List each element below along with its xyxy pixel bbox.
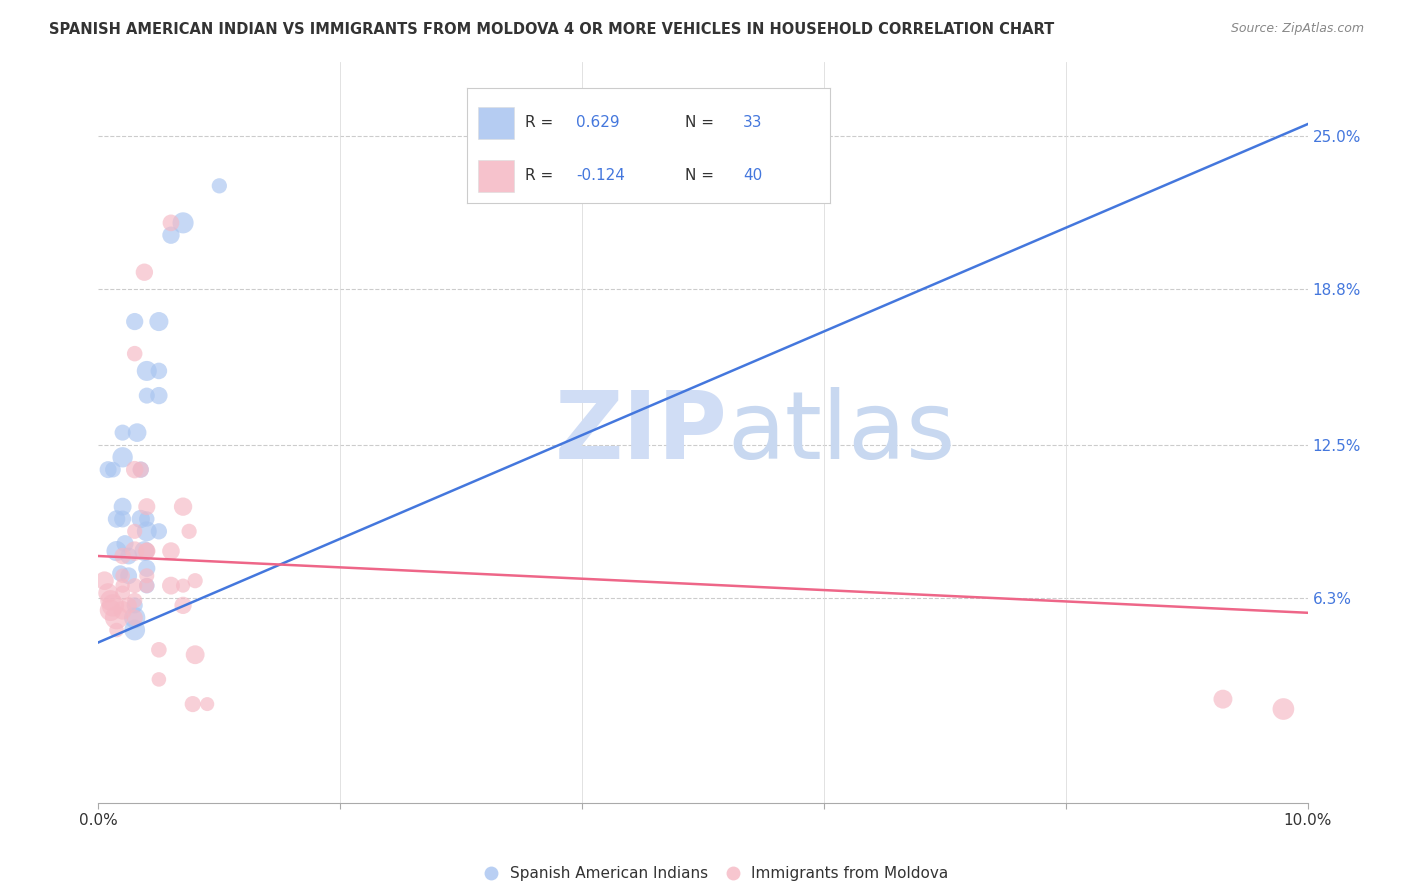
Point xyxy=(101,462,124,476)
Point xyxy=(135,544,157,558)
Point xyxy=(172,216,194,230)
Point xyxy=(135,500,157,514)
Point xyxy=(101,599,124,613)
Text: Source: ZipAtlas.com: Source: ZipAtlas.com xyxy=(1230,22,1364,36)
Point xyxy=(105,611,128,625)
Point xyxy=(111,568,134,582)
Point xyxy=(111,500,134,514)
Point xyxy=(105,512,128,526)
Point xyxy=(124,544,146,558)
Point xyxy=(93,574,115,588)
Point xyxy=(135,364,157,378)
Text: atlas: atlas xyxy=(727,386,956,479)
Point xyxy=(100,603,122,617)
Point xyxy=(97,586,120,600)
Point xyxy=(127,425,149,440)
Point xyxy=(148,389,170,403)
Point xyxy=(124,611,146,625)
Point xyxy=(135,512,157,526)
Point xyxy=(179,524,201,539)
Point xyxy=(135,544,157,558)
Point xyxy=(160,544,183,558)
Point xyxy=(184,648,207,662)
Point xyxy=(114,536,136,550)
Point xyxy=(172,500,194,514)
Point xyxy=(1212,692,1234,706)
Point xyxy=(124,315,146,329)
Point xyxy=(118,568,141,582)
Point xyxy=(129,462,152,476)
Text: Spanish American Indians: Spanish American Indians xyxy=(509,865,707,880)
Point xyxy=(172,579,194,593)
Text: SPANISH AMERICAN INDIAN VS IMMIGRANTS FROM MOLDOVA 4 OR MORE VEHICLES IN HOUSEHO: SPANISH AMERICAN INDIAN VS IMMIGRANTS FR… xyxy=(49,22,1054,37)
Point xyxy=(124,524,146,539)
Point xyxy=(134,265,156,279)
Point xyxy=(148,642,170,657)
Point xyxy=(135,561,157,575)
Text: ZIP: ZIP xyxy=(554,386,727,479)
Point xyxy=(184,574,207,588)
Point xyxy=(124,623,146,637)
Point xyxy=(111,579,134,593)
Point xyxy=(135,524,157,539)
Point xyxy=(148,364,170,378)
Point xyxy=(195,697,218,711)
Point xyxy=(111,549,134,563)
Point xyxy=(124,346,146,360)
Point xyxy=(129,512,152,526)
Point xyxy=(160,579,183,593)
Point xyxy=(105,544,128,558)
Point xyxy=(124,599,146,613)
Point xyxy=(181,697,204,711)
Point xyxy=(118,549,141,563)
Point xyxy=(160,216,183,230)
Point xyxy=(100,593,122,607)
Point xyxy=(105,623,128,637)
Point xyxy=(124,611,146,625)
Point xyxy=(134,544,156,558)
Point xyxy=(111,603,134,617)
Point xyxy=(111,450,134,465)
Point xyxy=(135,568,157,582)
Text: Immigrants from Moldova: Immigrants from Moldova xyxy=(751,865,949,880)
Point xyxy=(108,566,131,581)
Point xyxy=(148,315,170,329)
Point xyxy=(124,579,146,593)
Point xyxy=(1272,702,1295,716)
Point xyxy=(129,462,152,476)
Point xyxy=(148,524,170,539)
Point xyxy=(111,512,134,526)
Point xyxy=(135,579,157,593)
Point xyxy=(148,673,170,687)
Point xyxy=(97,462,120,476)
Point xyxy=(160,228,183,243)
Point xyxy=(172,599,194,613)
Point xyxy=(208,178,231,193)
Point xyxy=(135,389,157,403)
Point xyxy=(111,425,134,440)
Point xyxy=(118,599,141,613)
Point xyxy=(124,593,146,607)
Point xyxy=(124,462,146,476)
Point xyxy=(111,586,134,600)
Point xyxy=(135,579,157,593)
